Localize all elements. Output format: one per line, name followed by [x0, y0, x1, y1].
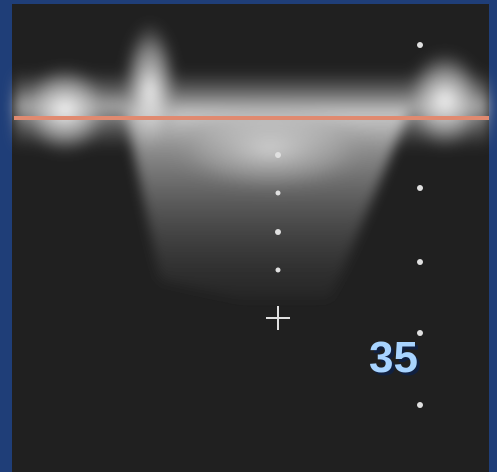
page: 35 35 (() => { const data = JSON.parse(d… [0, 0, 497, 472]
ultrasound-screen: 35 35 [0, 0, 497, 472]
overlay-label: 35 [369, 333, 418, 382]
